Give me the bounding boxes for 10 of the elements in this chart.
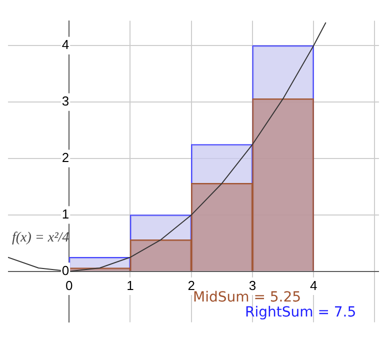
x-tick-label: 2 [188,278,195,293]
x-tick-label: 3 [248,278,256,293]
y-tick-label: 2 [62,150,70,166]
y-tick-label: 4 [62,37,70,52]
x-tick-label: 1 [126,278,134,293]
annotation: RightSum = 7.5 [245,304,356,321]
y-tick-label: 3 [62,94,70,109]
x-tick-label: 4 [310,278,318,293]
y-tick-label: 1 [62,206,70,222]
y-tick-label: 0 [62,262,70,278]
